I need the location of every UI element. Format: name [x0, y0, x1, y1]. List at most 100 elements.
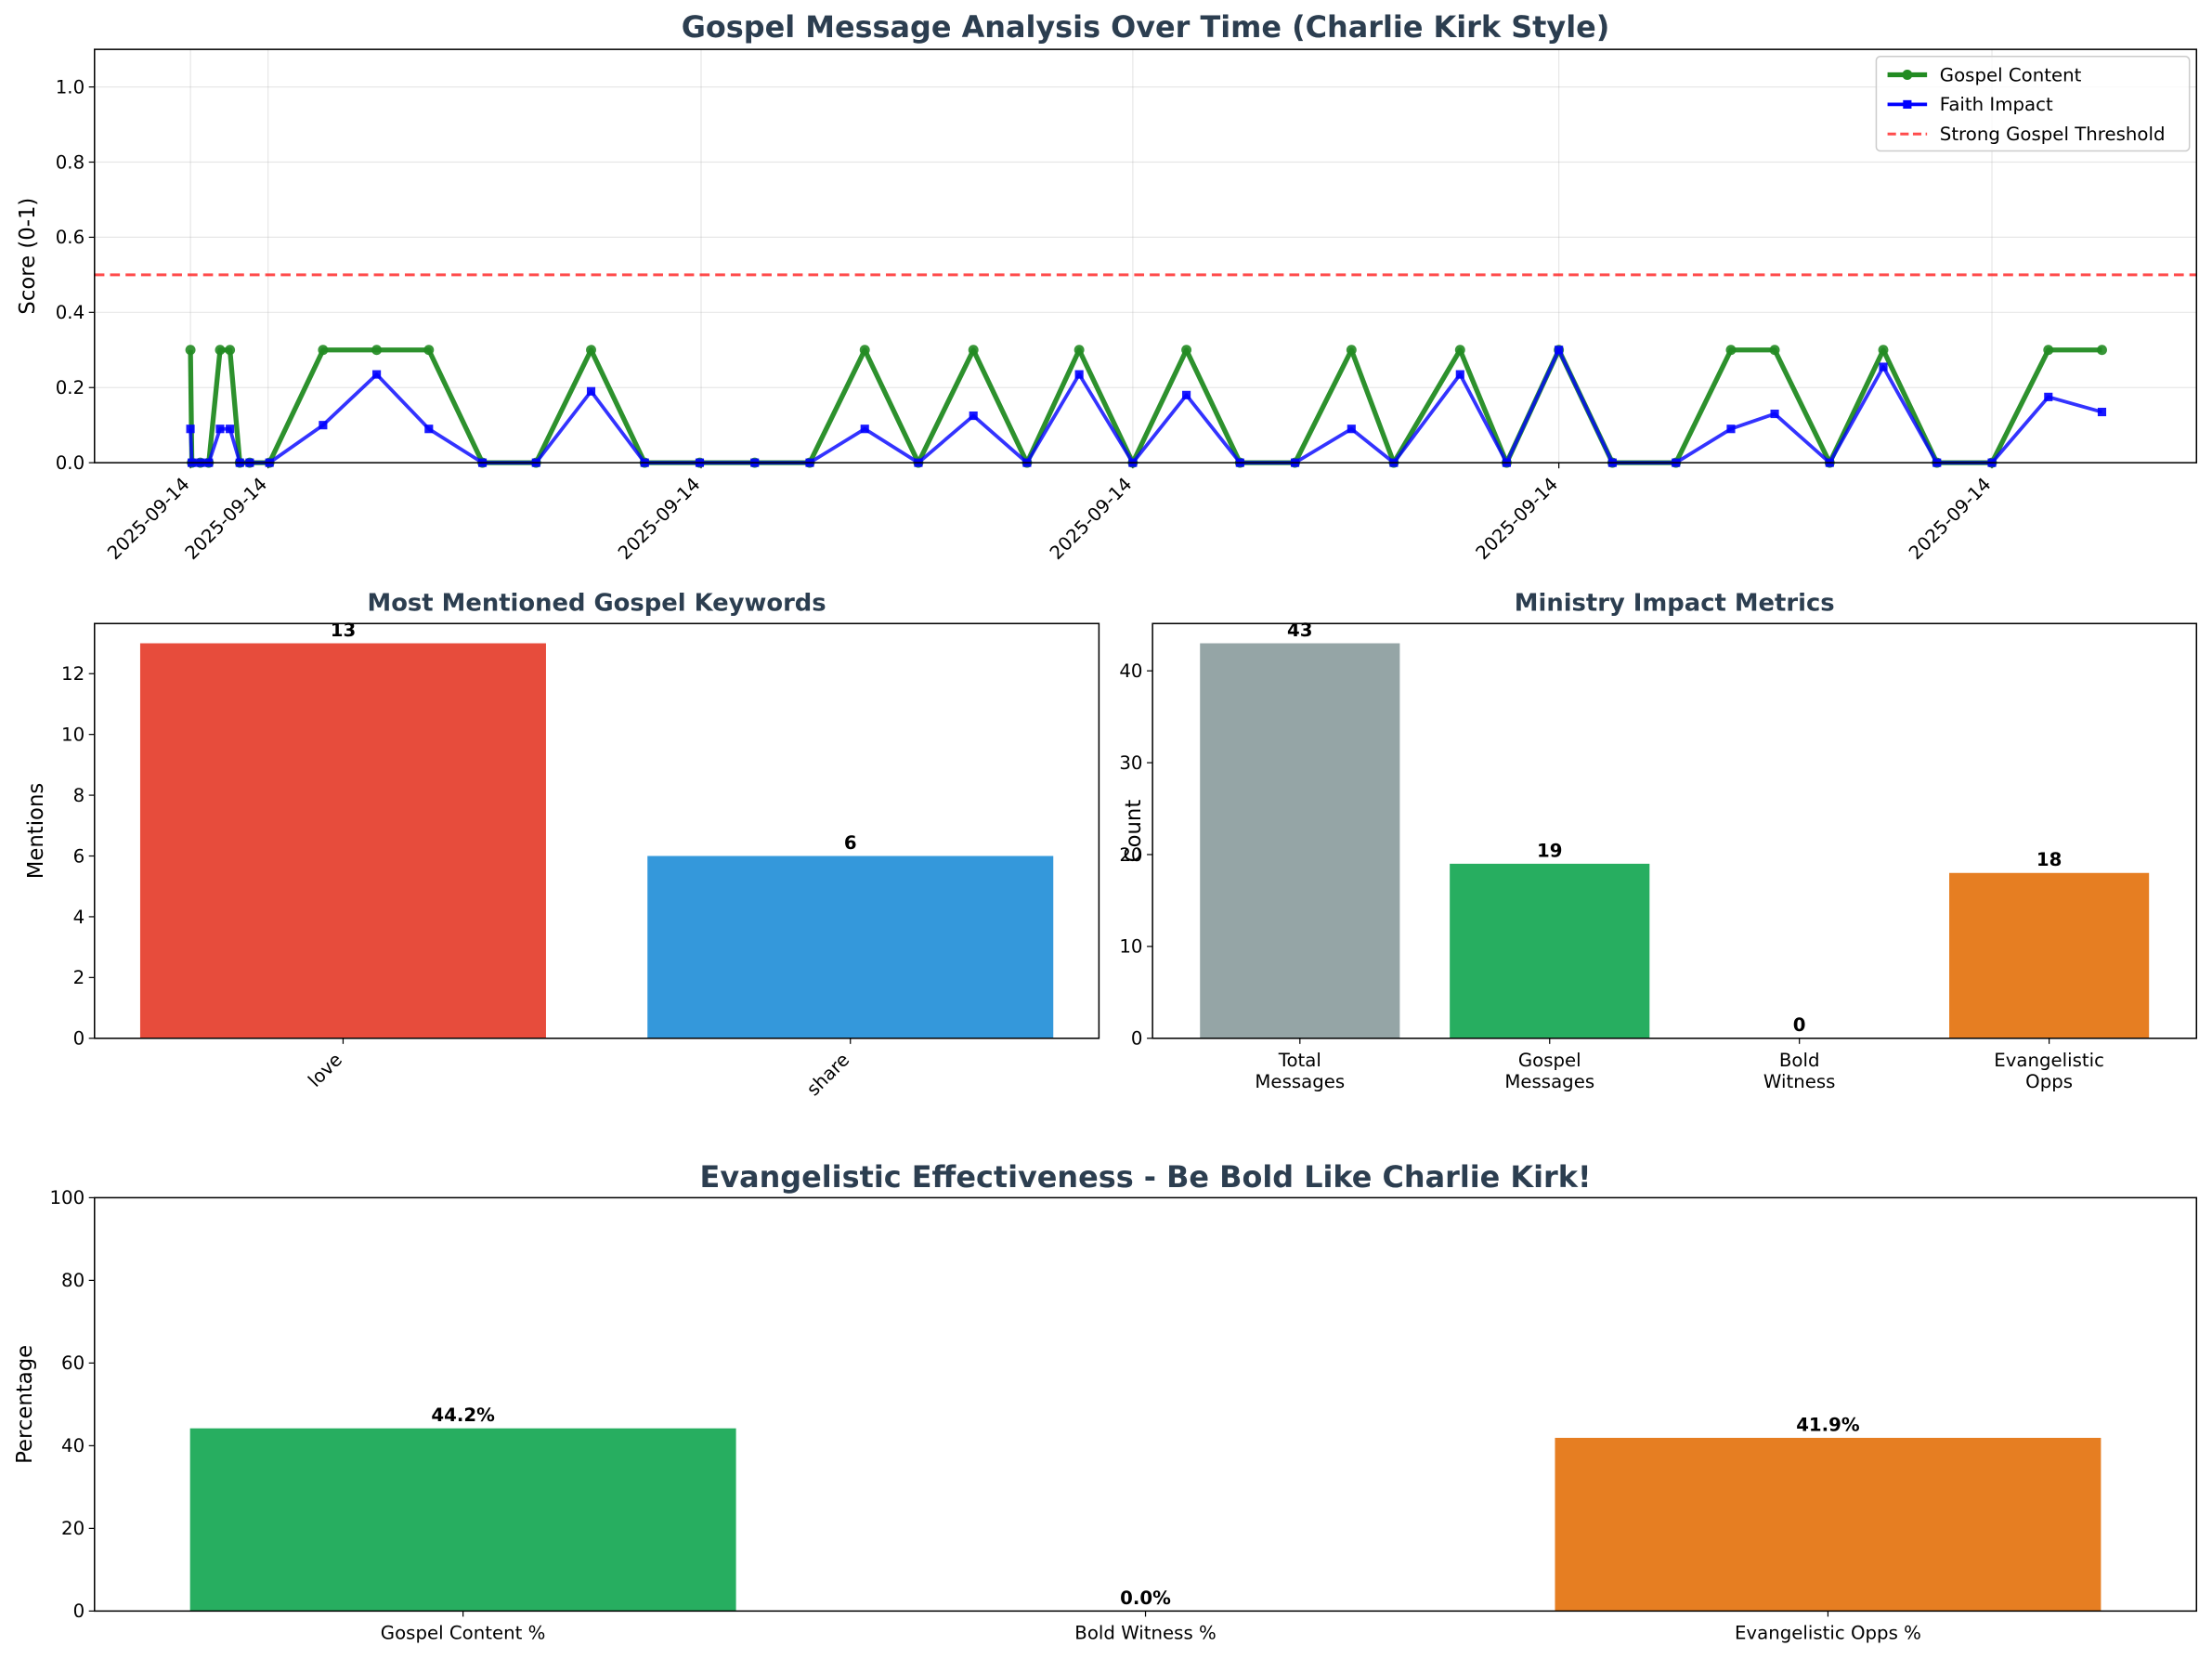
y-axis-label: Count	[1122, 800, 1146, 863]
y-tick-label: 0.8	[56, 151, 85, 173]
y-tick-label: 0.6	[56, 227, 85, 248]
point	[215, 345, 226, 356]
point	[586, 386, 596, 396]
y-axis-label: Score (0-1)	[16, 198, 40, 315]
point	[319, 421, 328, 430]
point	[860, 425, 869, 434]
y-tick-label: 0.0	[56, 452, 85, 474]
y-tick-label: 8	[73, 785, 85, 806]
x-tick-label: Total Messages	[1255, 1050, 1345, 1092]
y-tick-label: 0	[73, 1600, 85, 1622]
point	[371, 345, 383, 356]
legend-box	[1875, 55, 2191, 152]
x-tick-label: 2025-09-14	[1905, 474, 1995, 564]
point	[1074, 370, 1084, 379]
bar	[1200, 643, 1400, 1039]
point	[586, 345, 596, 356]
legend-label: Strong Gospel Threshold	[1940, 124, 2166, 145]
bar	[1450, 863, 1650, 1039]
y-tick-label: 12	[61, 663, 85, 685]
bar-value-label: 6	[844, 832, 857, 854]
point	[225, 345, 236, 356]
x-tick-label: Bold Witness %	[1074, 1623, 1216, 1644]
axes-frame	[1152, 622, 2198, 1039]
point	[968, 345, 979, 356]
bar	[189, 1428, 736, 1612]
x-tick-label: Evangelistic Opps	[1994, 1050, 2104, 1092]
point	[2044, 392, 2053, 401]
point	[185, 345, 196, 356]
point	[424, 425, 434, 434]
x-tick-label: 2025-09-14	[614, 474, 704, 564]
y-tick-label: 80	[61, 1270, 85, 1291]
line-series	[189, 347, 2103, 465]
point	[1725, 345, 1737, 356]
bar	[139, 643, 546, 1039]
axes-frame	[94, 48, 2198, 464]
point	[1346, 345, 1357, 356]
bar-value-label: 19	[1537, 840, 1562, 861]
point	[1555, 346, 1564, 355]
x-tick-label: love	[304, 1049, 346, 1091]
point	[226, 425, 235, 434]
legend-marker	[1902, 70, 1913, 80]
axes-frame	[94, 1196, 2198, 1613]
y-tick-label: 40	[1119, 660, 1142, 682]
y-tick-label: 6	[73, 845, 85, 867]
bar-value-label: 0	[1793, 1014, 1806, 1036]
chart-title: Most Mentioned Gospel Keywords	[368, 590, 826, 618]
bar-value-label: 18	[2036, 849, 2062, 870]
point	[1879, 362, 1888, 372]
y-tick-label: 20	[1119, 844, 1142, 866]
point	[1182, 390, 1191, 399]
x-tick-label: Gospel Messages	[1504, 1050, 1594, 1092]
y-tick-label: 30	[1119, 752, 1142, 774]
point	[1878, 345, 1889, 356]
x-tick-label: 2025-09-14	[103, 474, 193, 564]
axes-frame	[94, 622, 1100, 1039]
point	[215, 425, 225, 434]
point	[186, 425, 195, 434]
chart-title: Ministry Impact Metrics	[1515, 590, 1835, 618]
x-tick-label: Evangelistic Opps %	[1735, 1623, 1921, 1644]
point	[2097, 345, 2107, 356]
legend-label: Gospel Content	[1940, 64, 2082, 85]
x-tick-label: 2025-09-14	[1046, 474, 1136, 564]
point	[423, 345, 435, 356]
point	[1726, 425, 1736, 434]
x-tick-label: Bold Witness	[1763, 1050, 1836, 1092]
y-tick-label: 0.4	[56, 302, 85, 323]
point	[2043, 345, 2054, 356]
y-tick-label: 60	[61, 1352, 85, 1374]
legend-label: Faith Impact	[1940, 94, 2053, 115]
y-tick-label: 10	[61, 724, 85, 745]
point	[969, 411, 978, 421]
bar	[1555, 1437, 2101, 1612]
point	[1454, 345, 1465, 356]
y-tick-label: 0.2	[56, 377, 85, 398]
y-tick-label: 4	[73, 907, 85, 928]
bar-value-label: 43	[1287, 620, 1312, 641]
point	[859, 345, 870, 356]
y-tick-label: 0	[1131, 1028, 1143, 1050]
x-tick-label: Gospel Content %	[381, 1623, 546, 1644]
bar-value-label: 0.0%	[1120, 1587, 1171, 1609]
point	[1769, 345, 1780, 356]
chart-title: Evangelistic Effectiveness - Be Bold Lik…	[700, 1159, 1592, 1195]
x-tick-label: 2025-09-14	[181, 474, 271, 564]
bar-value-label: 41.9%	[1796, 1414, 1860, 1435]
point	[1455, 370, 1464, 379]
y-tick-label: 100	[49, 1187, 85, 1208]
x-tick-label: 2025-09-14	[1472, 474, 1562, 564]
point	[1347, 425, 1356, 434]
point	[1073, 345, 1085, 356]
y-tick-label: 2	[73, 967, 85, 988]
y-tick-label: 10	[1119, 936, 1142, 958]
y-axis-label: Mentions	[24, 783, 48, 880]
point	[318, 345, 329, 356]
point	[372, 370, 382, 379]
bar-value-label: 13	[331, 620, 356, 641]
x-tick-label: share	[802, 1049, 853, 1100]
